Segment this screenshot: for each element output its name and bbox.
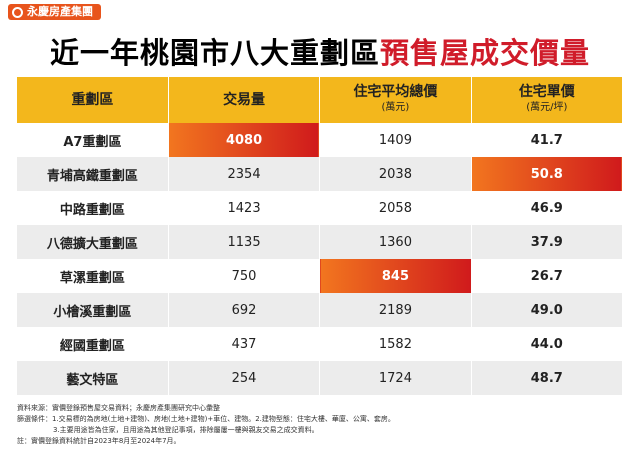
table-cell: 48.7 (471, 361, 624, 395)
title-main: 近一年桃園市八大重劃區 (49, 36, 380, 70)
table-cell: 50.8 (471, 157, 624, 191)
title-highlight: 預售屋成交價量 (380, 36, 591, 70)
table-cell: 1582 (319, 327, 472, 361)
note: 資料來源：實價登錄預售屋交易資料；永慶房產集團研究中心彙整 (17, 404, 220, 412)
table-cell: A7重劃區 (17, 123, 169, 157)
table-cell: 1409 (319, 123, 472, 157)
table-cell: 49.0 (471, 293, 624, 327)
table-cell: 經國重劃區 (17, 327, 169, 361)
header-cell: 交易量 (168, 77, 321, 123)
table-cell: 2354 (168, 157, 321, 191)
header-cell: 重劃區 (17, 77, 169, 123)
table-cell: 1135 (168, 225, 321, 259)
table-cell: 26.7 (471, 259, 624, 293)
table-row: 八德擴大重劃區 1135 1360 37.9 (17, 225, 624, 259)
header-row: 重劃區 交易量 住宅平均總價 (萬元) 住宅單價 (萬元/坪) (17, 77, 624, 123)
table-cell: 1360 (319, 225, 472, 259)
table-cell: 44.0 (471, 327, 624, 361)
table-cell: 小檜溪重劃區 (17, 293, 169, 327)
table-cell: 37.9 (471, 225, 624, 259)
table-row: 藝文特區 254 1724 48.7 (17, 361, 624, 395)
table-cell: 中路重劃區 (17, 191, 169, 225)
table-cell: 2058 (319, 191, 472, 225)
table-cell: 46.9 (471, 191, 624, 225)
table-row: A7重劃區 4080 1409 41.7 (17, 123, 624, 157)
table-cell: 藝文特區 (17, 361, 169, 395)
header-cell: 住宅單價 (萬元/坪) (471, 77, 624, 123)
table: 重劃區 交易量 住宅平均總價 (萬元) 住宅單價 (萬元/坪) A7重劃區 4080 1409 4… (17, 77, 624, 395)
notes: 資料來源：實價登錄預售屋交易資料；永慶房產集團研究中心彙整篩選條件：1.交易標的… (17, 403, 623, 447)
header-sub: (萬元/坪) (526, 102, 568, 113)
note: 篩選條件：1.交易標的為房地(土地+建物)、房地(土地+建物)+車位、建物。2.… (17, 415, 395, 423)
table-cell: 2189 (319, 293, 472, 327)
header-cell: 住宅平均總價 (萬元) (319, 77, 472, 123)
table-cell: 青埔高鐵重劃區 (17, 157, 169, 191)
table-cell: 254 (168, 361, 321, 395)
table-row: 青埔高鐵重劃區 2354 2038 50.8 (17, 157, 624, 191)
table-row: 草漯重劃區 750 845 26.7 (17, 259, 624, 293)
header-label: 住宅單價 (518, 84, 575, 100)
title: 近一年桃園市八大重劃區預售屋成交價量 (0, 30, 640, 72)
header-label: 住宅平均總價 (353, 84, 438, 100)
table-cell: 草漯重劃區 (17, 259, 169, 293)
header-label: 交易量 (223, 92, 266, 108)
table-cell: 1423 (168, 191, 321, 225)
logo-text: 永慶房產集團 (27, 5, 93, 18)
header-label: 重劃區 (71, 92, 114, 108)
table-row: 經國重劃區 437 1582 44.0 (17, 327, 624, 361)
table-cell: 八德擴大重劃區 (17, 225, 169, 259)
logo: 永慶房產集團 (8, 4, 101, 20)
note: 註：實價登錄資料統計自2023年8月至2024年7月。 (17, 437, 181, 445)
note: 3.主要用途皆為住家，且用途為其他登記事項，排除屬屢一樓與親友交易之成交資料。 (53, 426, 319, 434)
table-row: 小檜溪重劃區 692 2189 49.0 (17, 293, 624, 327)
table-cell: 41.7 (471, 123, 624, 157)
table-cell: 4080 (168, 123, 321, 157)
table-cell: 1724 (319, 361, 472, 395)
header-sub: (萬元) (381, 102, 410, 113)
table-cell: 750 (168, 259, 321, 293)
table-cell: 2038 (319, 157, 472, 191)
table-row: 中路重劃區 1423 2058 46.9 (17, 191, 624, 225)
table-cell: 437 (168, 327, 321, 361)
table-cell: 845 (319, 259, 472, 293)
table-cell: 692 (168, 293, 321, 327)
